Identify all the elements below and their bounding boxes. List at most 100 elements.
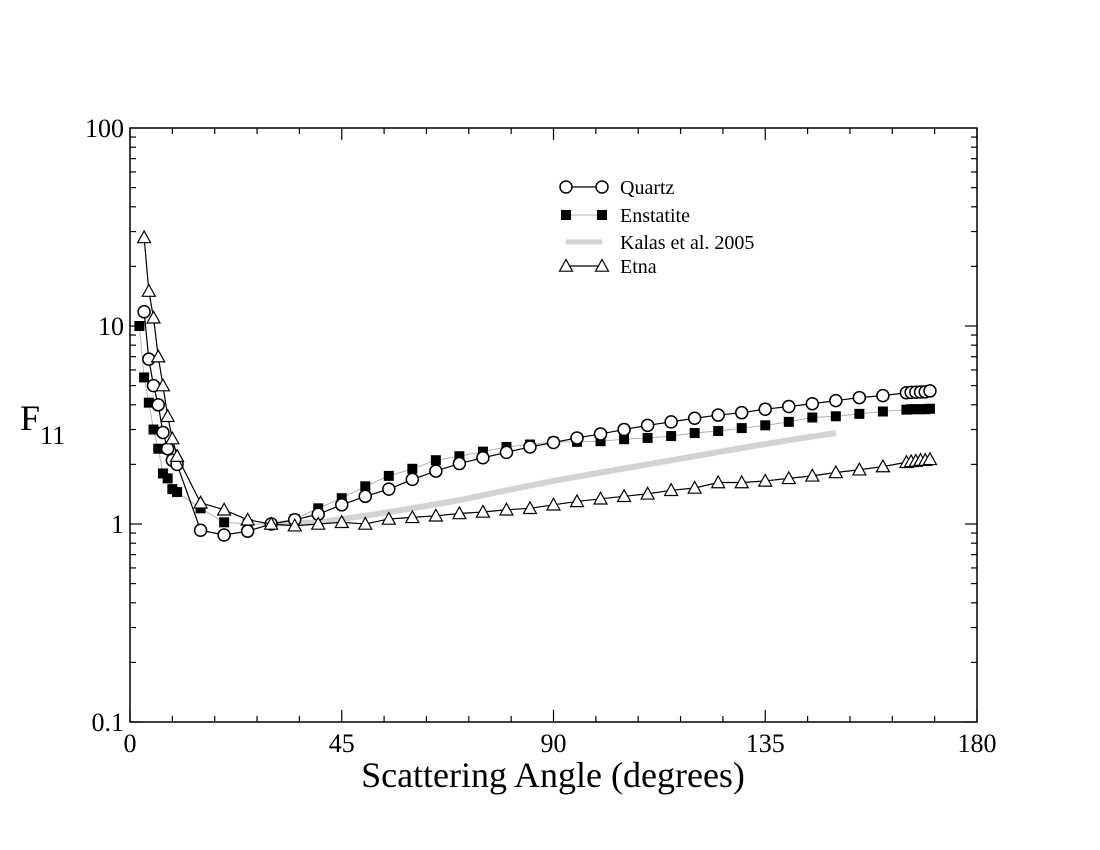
data-point <box>151 398 165 412</box>
data-point <box>597 210 607 220</box>
data-point <box>713 425 724 436</box>
data-point <box>475 504 491 518</box>
data-point <box>240 524 255 538</box>
legend-label: Quartz <box>620 177 675 199</box>
data-point <box>404 509 420 524</box>
legend-item: Enstatite <box>561 205 690 227</box>
x-tick-label: 180 <box>958 729 997 758</box>
data-point <box>217 528 231 542</box>
data-point <box>405 472 420 487</box>
data-point <box>782 399 796 414</box>
data-point <box>545 497 562 511</box>
data-point <box>454 451 465 462</box>
tick-layer <box>129 128 978 723</box>
data-point <box>334 514 350 529</box>
data-point <box>640 418 655 433</box>
x-tick-label: 0 <box>124 729 137 758</box>
data-point <box>310 516 326 530</box>
data-point <box>758 402 772 416</box>
data-point <box>523 440 537 454</box>
y-tick-labels: 0.1 1 10 100 <box>85 114 124 737</box>
data-point <box>335 498 349 512</box>
data-point <box>734 405 749 420</box>
data-point <box>263 516 279 530</box>
data-point <box>922 451 938 466</box>
data-point <box>828 464 844 479</box>
x-tick-label: 45 <box>329 729 355 758</box>
x-tick-label: 90 <box>541 729 567 758</box>
data-point <box>451 505 467 520</box>
x-tick-labels: 0 45 90 135 180 <box>124 729 997 758</box>
legend-label: Enstatite <box>620 205 690 227</box>
data-point <box>711 408 725 422</box>
data-point <box>760 420 771 431</box>
data-point <box>193 495 209 509</box>
data-point <box>428 508 444 522</box>
data-point <box>139 372 150 383</box>
data-point <box>216 502 232 516</box>
data-point <box>829 393 843 408</box>
data-point <box>150 348 166 363</box>
data-point <box>240 512 256 526</box>
data-point <box>593 427 608 441</box>
data-point <box>877 406 888 417</box>
data-point <box>642 432 653 443</box>
series-quartz <box>137 305 937 542</box>
data-point <box>619 434 630 445</box>
y-tick-label: 100 <box>85 114 124 143</box>
data-point <box>134 321 145 331</box>
data-point <box>156 425 170 440</box>
data-point <box>854 408 865 419</box>
data-point <box>169 448 185 463</box>
data-point <box>570 431 584 445</box>
series-line <box>138 325 930 525</box>
data-point <box>689 428 700 439</box>
data-point <box>616 488 632 503</box>
y-axis-label-main: F <box>20 398 40 438</box>
series-enstatite <box>134 321 935 529</box>
data-point <box>666 431 677 442</box>
data-point <box>146 310 162 324</box>
data-point <box>710 474 726 489</box>
data-point <box>381 511 397 525</box>
data-point <box>781 470 797 485</box>
data-point <box>617 422 631 437</box>
data-point <box>687 480 703 494</box>
data-point <box>287 518 303 532</box>
y-tick-label: 0.1 <box>92 708 125 737</box>
data-point <box>559 180 573 194</box>
data-point <box>160 441 175 456</box>
data-point <box>757 473 773 487</box>
data-point <box>136 229 152 244</box>
data-point <box>594 258 610 272</box>
data-point <box>923 384 937 398</box>
data-point <box>640 486 656 500</box>
data-point <box>429 464 443 478</box>
y-tick-label: 1 <box>111 510 124 539</box>
data-point <box>155 377 171 392</box>
series-layer <box>134 229 938 542</box>
data-point <box>805 396 820 411</box>
data-point <box>851 461 867 476</box>
data-point <box>148 424 159 435</box>
series-line <box>143 311 931 536</box>
y-axis-label-sub: 11 <box>40 421 65 450</box>
series-etna <box>136 229 938 532</box>
x-axis-label: Scattering Angle (degrees) <box>361 755 745 795</box>
data-point <box>430 455 441 466</box>
data-point <box>736 423 747 434</box>
data-point <box>663 482 679 497</box>
data-point <box>383 470 394 481</box>
data-point <box>499 445 514 460</box>
data-point <box>498 502 514 516</box>
data-point <box>924 403 935 414</box>
legend-item: Quartz <box>559 177 675 199</box>
data-point <box>664 415 678 429</box>
data-point <box>522 500 538 515</box>
y-tick-label: 10 <box>98 312 124 341</box>
data-point <box>561 210 571 220</box>
data-point <box>569 493 585 508</box>
data-point <box>595 180 609 194</box>
